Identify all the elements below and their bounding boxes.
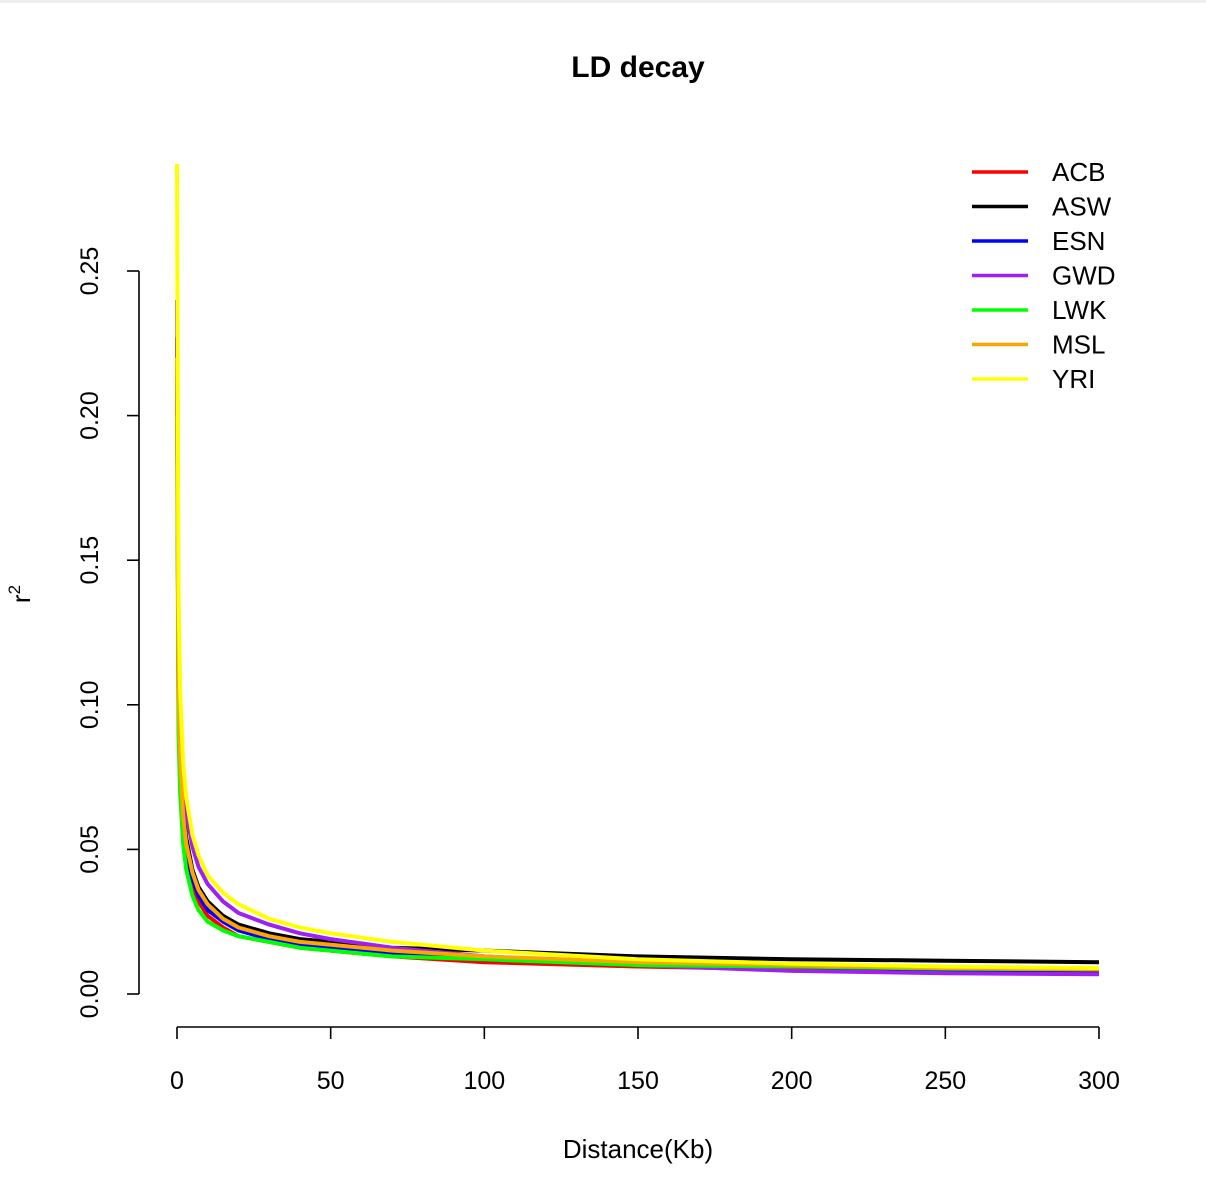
y-tick-label: 0.20 xyxy=(76,391,104,440)
x-tick-label: 250 xyxy=(924,1067,966,1095)
y-tick-label: 0.05 xyxy=(76,825,104,874)
legend: ACB ASW ESN GWD LWK MSL YRI xyxy=(972,157,1116,394)
chart-title: LD decay xyxy=(571,51,705,84)
axes: 0 50 100 150 200 250 300 0.00 0.05 0.10 0.15 0.20 0.… xyxy=(76,247,1120,1095)
legend-label-yri: YRI xyxy=(1052,364,1095,394)
x-tick-label: 0 xyxy=(170,1067,184,1095)
y-tick-label: 0.25 xyxy=(76,247,104,296)
x-axis-label: Distance(Kb) xyxy=(563,1134,713,1164)
legend-label-msl: MSL xyxy=(1052,330,1105,360)
legend-label-lwk: LWK xyxy=(1052,295,1107,325)
series-line-msl xyxy=(175,357,1100,972)
y-axis-label-superscript: 2 xyxy=(5,585,24,594)
series-line-gwd xyxy=(175,299,1100,977)
y-axis-label-base: r xyxy=(6,594,36,603)
y-tick-label: 0.15 xyxy=(76,536,104,585)
x-tick-label: 50 xyxy=(317,1067,345,1095)
legend-label-esn: ESN xyxy=(1052,226,1105,256)
series-line-lwk xyxy=(175,415,1100,972)
x-tick-label: 150 xyxy=(617,1067,659,1095)
legend-label-gwd: GWD xyxy=(1052,261,1116,291)
series-line-acb xyxy=(175,357,1100,976)
series-lines xyxy=(175,163,1100,977)
x-tick-label: 100 xyxy=(463,1067,505,1095)
series-line-asw xyxy=(175,337,1100,965)
window-top-edge xyxy=(0,0,1206,3)
legend-label-acb: ACB xyxy=(1052,157,1105,187)
y-tick-label: 0.10 xyxy=(76,680,104,729)
series-line-yri xyxy=(175,163,1100,970)
series-line-esn xyxy=(175,357,1100,973)
y-axis-label: r2 xyxy=(5,585,36,603)
x-tick-label: 300 xyxy=(1078,1067,1120,1095)
y-tick-label: 0.00 xyxy=(76,970,104,1019)
x-tick-label: 200 xyxy=(771,1067,813,1095)
legend-label-asw: ASW xyxy=(1052,192,1112,222)
